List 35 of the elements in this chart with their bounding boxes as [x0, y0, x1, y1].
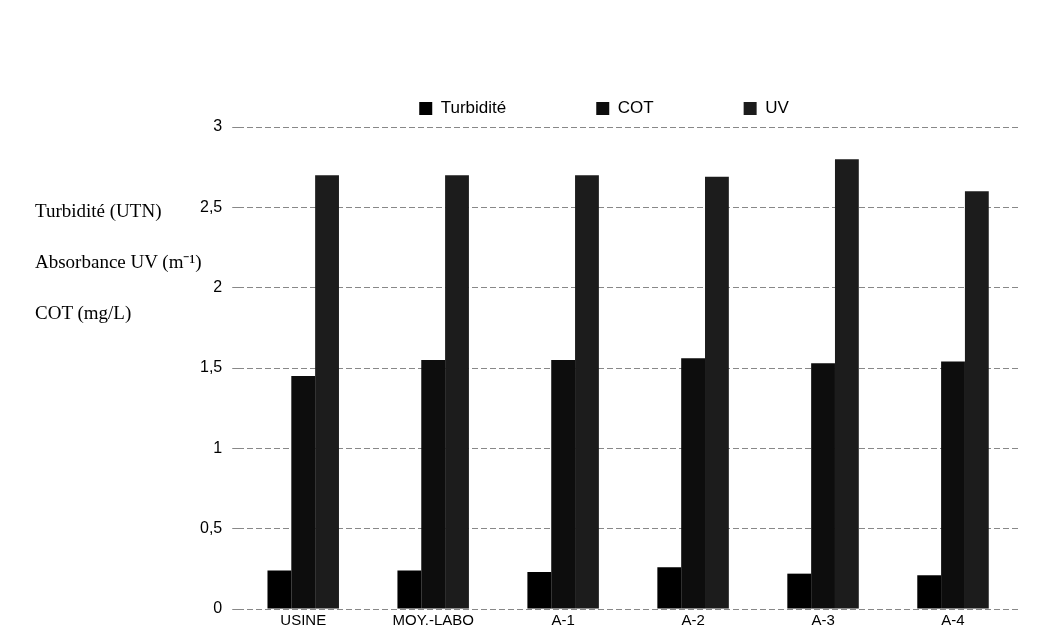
x-tick-label: A-4 [941, 611, 965, 629]
bar [267, 570, 292, 609]
y-tick-label: 1,5 [199, 358, 223, 376]
bar [941, 361, 965, 609]
bar [527, 572, 552, 609]
y-tick-label: 1 [213, 438, 223, 456]
bar [917, 575, 942, 609]
bar [964, 191, 989, 609]
bar [705, 176, 729, 609]
bar [657, 567, 682, 609]
x-tick-label: A-1 [551, 611, 575, 629]
x-tick-label: A-3 [811, 611, 835, 629]
legend-label: COT [617, 98, 654, 118]
y-tick-label: 2 [213, 278, 223, 296]
text: Turbidité (UTN) Absorbance UV (m⁻¹) COT (mg/L) [35, 200, 202, 323]
x-tick-label: A-2 [681, 611, 705, 629]
bar [445, 175, 469, 609]
x-tick-label: MOY.-LABO [392, 611, 474, 629]
bar [834, 159, 859, 609]
bar [551, 359, 576, 609]
y-tick-label: 0,5 [199, 519, 223, 537]
bar [421, 359, 446, 609]
bar [575, 175, 599, 609]
x-tick-label: USINE [280, 611, 327, 629]
bar [291, 376, 316, 609]
bar [811, 363, 835, 609]
y-tick-label: 2,5 [199, 197, 223, 215]
bar [315, 175, 339, 609]
bar [787, 573, 812, 609]
legend-label: Turbidité [440, 98, 507, 118]
legend-label: UV [765, 98, 790, 118]
y-tick-label: 3 [213, 117, 223, 135]
bar [397, 570, 422, 609]
y-tick-label: 0 [213, 599, 223, 617]
bar [681, 358, 706, 609]
